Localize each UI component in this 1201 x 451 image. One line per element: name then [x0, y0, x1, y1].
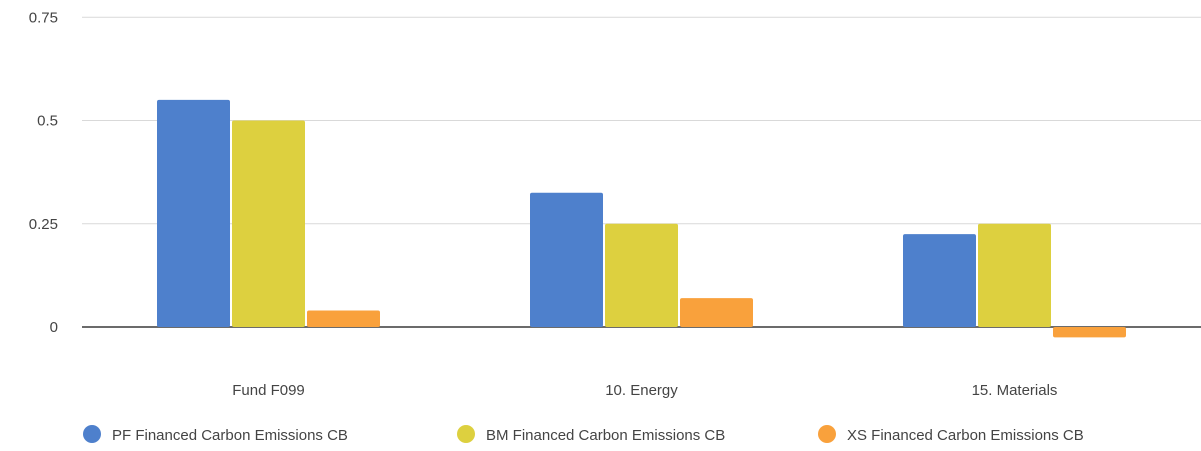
- bar-3-2[interactable]: [680, 298, 753, 327]
- legend-item-3[interactable]: XS Financed Carbon Emissions CB: [818, 425, 1084, 444]
- legend-swatch: [457, 425, 475, 443]
- legend-swatch: [818, 425, 836, 443]
- y-tick-label: 0.25: [29, 216, 58, 233]
- bars: [157, 99, 1126, 338]
- bar-1-1[interactable]: [157, 99, 230, 327]
- x-category-label: Fund F099: [232, 382, 305, 399]
- legend-swatch: [83, 425, 101, 443]
- bar-2-3[interactable]: [978, 223, 1051, 327]
- legend-label: XS Financed Carbon Emissions CB: [847, 427, 1084, 444]
- y-tick-label: 0.75: [29, 9, 58, 26]
- x-category-label: 10. Energy: [605, 382, 678, 399]
- legend: PF Financed Carbon Emissions CB BM Financ…: [83, 425, 1084, 444]
- bar-3-1[interactable]: [307, 310, 380, 327]
- bar-1-2[interactable]: [530, 192, 603, 327]
- bar-2-1[interactable]: [232, 120, 305, 328]
- legend-label: PF Financed Carbon Emissions CB: [112, 427, 348, 444]
- legend-item-1[interactable]: PF Financed Carbon Emissions CB: [83, 425, 348, 444]
- bar-2-2[interactable]: [605, 223, 678, 327]
- y-tick-label: 0.5: [37, 113, 58, 130]
- x-axis-category-labels: Fund F099 10. Energy 15. Materials: [232, 382, 1057, 399]
- legend-label: BM Financed Carbon Emissions CB: [486, 427, 725, 444]
- legend-item-2[interactable]: BM Financed Carbon Emissions CB: [457, 425, 725, 444]
- bar-1-3[interactable]: [903, 234, 976, 327]
- y-axis-tick-labels: 0 0.25 0.5 0.75: [29, 9, 58, 336]
- bar-3-3[interactable]: [1053, 327, 1126, 338]
- y-tick-label: 0: [50, 319, 58, 336]
- x-category-label: 15. Materials: [972, 382, 1058, 399]
